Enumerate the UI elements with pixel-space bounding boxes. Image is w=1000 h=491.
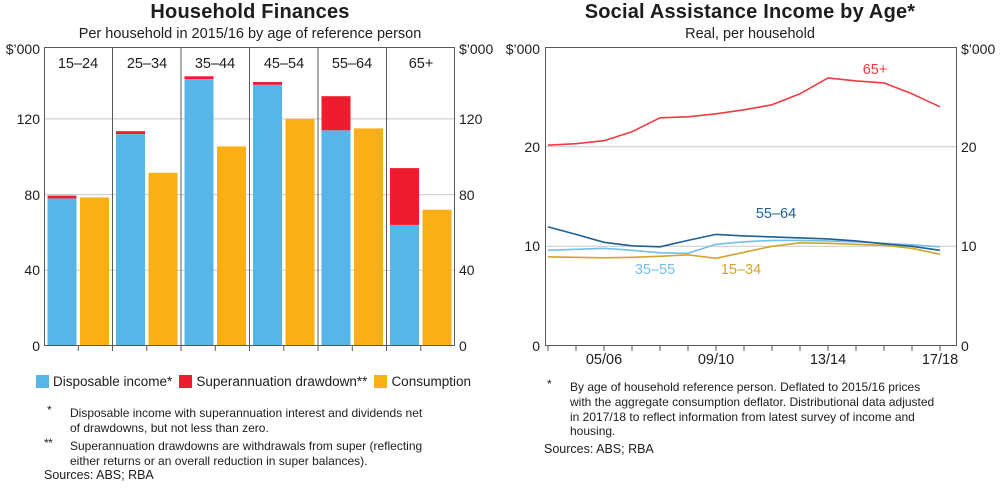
- y-tick-label-left: 20: [524, 139, 540, 155]
- legend-swatch: [179, 375, 193, 388]
- y-tick-label-left: 0: [32, 338, 40, 354]
- y-tick-label-left: 40: [24, 262, 40, 278]
- bar-plot: [44, 47, 455, 351]
- y-tick-label-right: 10: [961, 238, 977, 254]
- y-tick-label-left: 10: [524, 238, 540, 254]
- series-label-35-55: 35–55: [634, 262, 676, 278]
- legend-swatch: [36, 375, 49, 388]
- age-group-label: 35–44: [194, 56, 236, 72]
- x-tick-label: 13/14: [809, 352, 847, 368]
- footnote-marker: *: [547, 377, 552, 391]
- bar-disposable-income-25–34: [116, 134, 145, 346]
- x-tick-label: 17/18: [921, 352, 959, 368]
- footnote-line: of drawdowns, but not less than zero.: [70, 420, 269, 435]
- y-tick-label-right: 0: [961, 338, 969, 354]
- y-tick-label-right: 40: [459, 262, 475, 278]
- left-y-axis-unit-right: $’000: [459, 41, 494, 57]
- bar-disposable-income-55–64: [321, 130, 351, 346]
- line-series-65+: [547, 77, 941, 146]
- legend: Disposable income* Superannuation drawdow…: [36, 374, 471, 389]
- footnote-line: housing.: [570, 424, 616, 439]
- bar-consumption-25–34: [148, 172, 178, 346]
- left-y-axis-unit: $’000: [5, 41, 40, 57]
- x-tick-label: 09/10: [697, 352, 735, 368]
- y-tick-label-left: 80: [24, 187, 40, 203]
- bar-disposable-income-15–24: [47, 198, 77, 346]
- y-tick-label-left: 120: [16, 111, 40, 127]
- bar-super-drawdown-55–64: [321, 96, 351, 131]
- right-chart-title: Social Assistance Income by Age*: [584, 1, 916, 23]
- bar-super-drawdown-15–24: [47, 195, 77, 199]
- sources-note: Sources: ABS; RBA: [544, 442, 654, 456]
- bar-consumption-15–24: [80, 197, 109, 346]
- bar-consumption-45–54: [285, 118, 315, 347]
- footnote-marker: *: [47, 403, 52, 417]
- legend-item: Consumption: [374, 374, 471, 389]
- age-group-label: 45–54: [263, 56, 305, 72]
- left-chart-title: Household Finances: [150, 1, 350, 23]
- bar-disposable-income-45–54: [253, 84, 282, 347]
- y-tick-label-right: 20: [961, 139, 977, 155]
- series-label-55-64: 55–64: [755, 206, 797, 222]
- footnote-disposable-income: Disposable income with superannuation in…: [70, 406, 422, 436]
- legend-item: Superannuation drawdown**: [179, 374, 367, 389]
- y-tick-label-right: 0: [459, 338, 467, 354]
- panel-household-finances: Household Finances Per household in 2015…: [5, 1, 494, 482]
- x-tick-label: 05/06: [585, 352, 623, 368]
- footnote-line: Disposable income with superannuation in…: [70, 406, 423, 420]
- footnote-line: By age of household reference person. De…: [570, 380, 921, 394]
- plot-border: [44, 47, 455, 346]
- bar-consumption-35–44: [217, 146, 246, 346]
- series-label-15-34: 15–34: [720, 262, 762, 278]
- legend-swatch: [374, 375, 388, 388]
- y-tick-label-left: 0: [532, 338, 540, 354]
- legend-label: Consumption: [391, 374, 471, 389]
- age-group-label: 55–64: [331, 56, 373, 72]
- footnote-line: in 2017/18 to reflect information from l…: [570, 409, 915, 424]
- bar-super-drawdown-65+: [390, 168, 419, 225]
- right-y-axis-unit: $’000: [505, 41, 540, 57]
- series-label-65plus: 65+: [862, 62, 888, 78]
- bar-disposable-income-65+: [390, 224, 419, 346]
- footnote-by-age: By age of household reference person. De…: [570, 380, 934, 439]
- legend-label: Disposable income*: [53, 374, 173, 389]
- bar-consumption-65+: [422, 209, 452, 346]
- sources-note: Sources: ABS; RBA: [44, 468, 154, 482]
- bar-consumption-55–64: [354, 128, 383, 346]
- footnote-line: with the aggregate consumption deflator.…: [570, 394, 935, 409]
- legend-label: Superannuation drawdown**: [196, 374, 368, 389]
- age-group-label: 25–34: [126, 56, 168, 72]
- line-series-15–34: [547, 242, 941, 260]
- line-plot: [545, 47, 957, 351]
- panel-social-assistance: Social Assistance Income by Age* Real, p…: [500, 0, 1000, 491]
- footnote-super-drawdowns: Superannuation drawdowns are withdrawals…: [70, 439, 422, 469]
- right-y-axis-unit-right: $’000: [961, 41, 996, 57]
- footnote-line: Superannuation drawdowns are withdrawals…: [70, 439, 423, 453]
- left-chart-subtitle: Per household in 2015/16 by age of refer…: [78, 26, 422, 42]
- bar-disposable-income-35–44: [184, 79, 214, 346]
- age-group-label: 15–24: [57, 56, 99, 72]
- line-series-55–64: [547, 226, 941, 252]
- footnote-line: either returns or an overall reduction i…: [70, 453, 368, 468]
- age-group-label: 65+: [408, 56, 434, 72]
- y-tick-label-right: 120: [459, 111, 483, 127]
- right-chart-subtitle: Real, per household: [685, 26, 815, 42]
- legend-item: Disposable income*: [36, 374, 172, 389]
- bar-super-drawdown-45–54: [253, 82, 282, 85]
- y-tick-label-right: 80: [459, 187, 475, 203]
- bar-super-drawdown-25–34: [116, 131, 145, 134]
- plot-border: [545, 47, 957, 346]
- footnote-marker: **: [44, 436, 53, 450]
- bar-super-drawdown-35–44: [184, 76, 214, 80]
